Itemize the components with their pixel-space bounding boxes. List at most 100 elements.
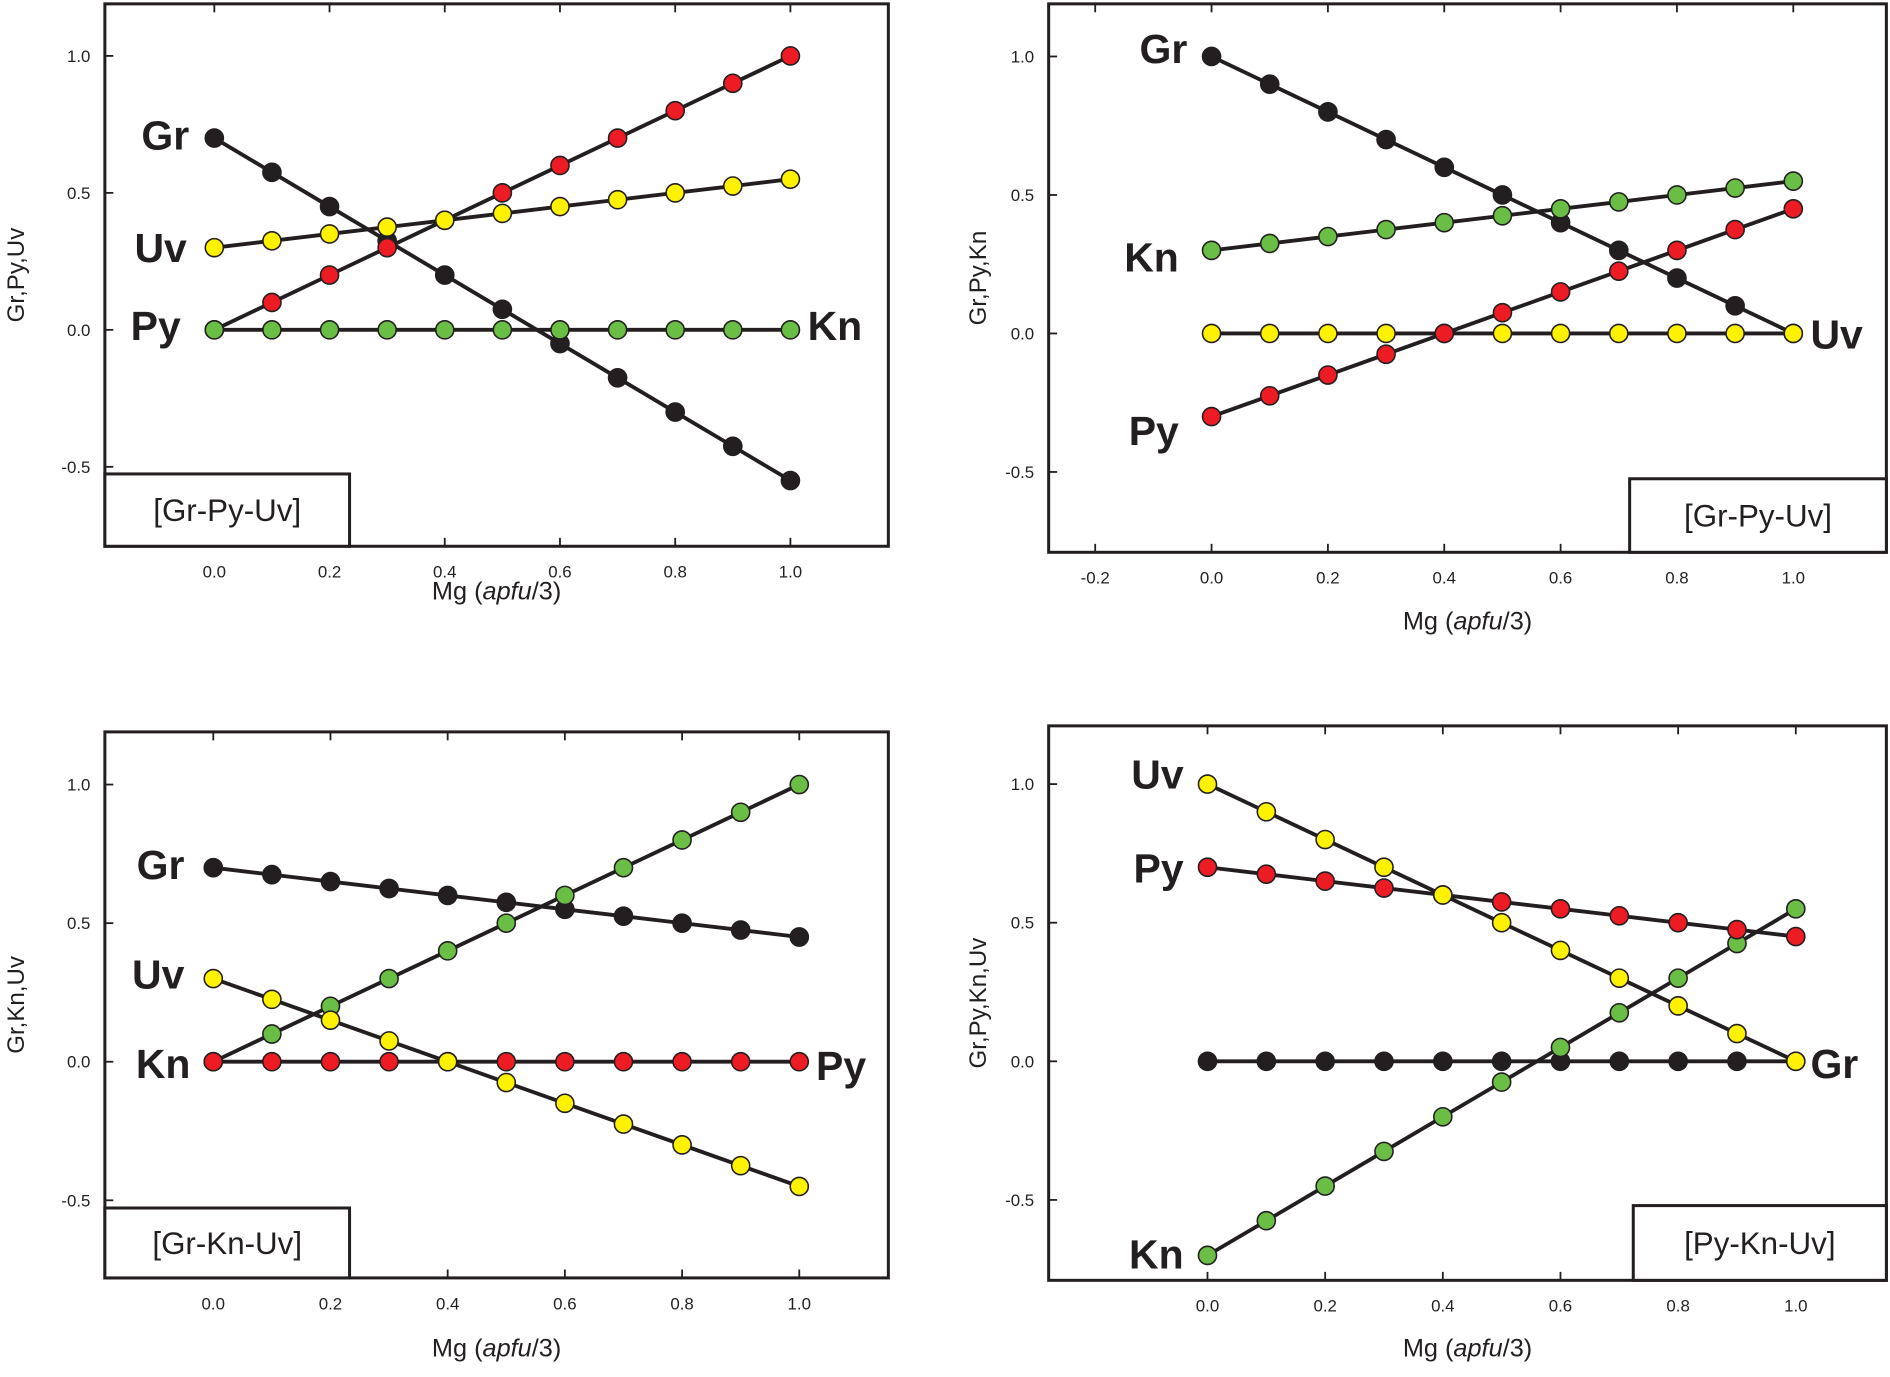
x-axis-label: Mg (apfu/3) bbox=[432, 577, 561, 605]
data-point-kn bbox=[1609, 1002, 1630, 1023]
data-point-py bbox=[1259, 385, 1280, 406]
x-tick-label: 0.2 bbox=[1316, 569, 1339, 588]
x-tick-label: 0.6 bbox=[1549, 569, 1572, 588]
data-point-kn bbox=[1197, 1245, 1218, 1266]
data-point-py bbox=[262, 292, 282, 313]
series-label-py: Py bbox=[131, 303, 181, 349]
data-point-kn bbox=[555, 885, 575, 906]
data-point-py bbox=[672, 1051, 692, 1072]
chart-panel-2: -0.2 0.0 0.2 0.4 0.6 0.8 1.0 -0.5 0.0 0.5 1.0 Mg (a… bbox=[965, 2, 1888, 635]
x-tick-label: 0.8 bbox=[670, 1294, 693, 1313]
data-point-uv bbox=[1259, 323, 1280, 344]
data-point-gr bbox=[1318, 102, 1338, 122]
x-axis-label-part: /3) bbox=[1503, 1334, 1533, 1362]
data-point-gr bbox=[496, 892, 517, 913]
x-tick-label: 0.0 bbox=[1200, 569, 1223, 588]
system-legend-text: [Gr-Kn-Uv] bbox=[152, 1226, 302, 1261]
data-point-py bbox=[607, 128, 628, 148]
x-tick-label: 1.0 bbox=[779, 563, 802, 582]
data-point-kn bbox=[1667, 185, 1687, 205]
data-point-py bbox=[377, 237, 397, 258]
data-point-kn bbox=[1201, 240, 1222, 261]
data-point-uv bbox=[1727, 1023, 1747, 1044]
data-point-kn bbox=[496, 913, 517, 933]
data-point-gr bbox=[1376, 129, 1396, 150]
data-point-kn bbox=[434, 320, 455, 340]
data-point-py bbox=[1785, 926, 1806, 947]
data-point-gr bbox=[1432, 1051, 1453, 1072]
data-point-uv bbox=[377, 217, 397, 237]
data-point-kn bbox=[379, 968, 399, 989]
data-point-py bbox=[492, 183, 513, 203]
y-axis-label: Gr,Py,Uv bbox=[3, 228, 30, 323]
data-point-gr bbox=[672, 913, 692, 933]
y-tick-label: 0.5 bbox=[67, 914, 90, 933]
x-axis-label-italic: apfu bbox=[1453, 607, 1502, 635]
data-point-kn bbox=[789, 774, 810, 795]
data-point-py bbox=[1434, 323, 1455, 344]
series-label-py: Py bbox=[1134, 846, 1184, 892]
data-point-py bbox=[1376, 344, 1396, 365]
system-legend-box bbox=[103, 472, 352, 548]
data-point-kn bbox=[780, 320, 801, 340]
data-point-gr bbox=[320, 871, 341, 892]
data-point-gr bbox=[1197, 1051, 1218, 1072]
x-axis-label-part: /3) bbox=[1503, 607, 1533, 635]
x-tick-label: 0.8 bbox=[663, 563, 686, 582]
x-tick-label: 0.4 bbox=[433, 563, 456, 582]
data-point-py bbox=[730, 1051, 751, 1072]
data-point-py bbox=[1725, 219, 1745, 240]
data-point-gr bbox=[437, 885, 458, 906]
data-point-uv bbox=[1783, 323, 1804, 344]
data-point-uv bbox=[379, 1031, 399, 1051]
x-tick-label: 1.0 bbox=[1782, 569, 1805, 588]
data-point-kn bbox=[1374, 1141, 1394, 1162]
x-axis-label-part: Mg ( bbox=[432, 1334, 483, 1362]
data-point-gr bbox=[1609, 1051, 1630, 1072]
y-tick-label: 1.0 bbox=[1011, 48, 1034, 67]
data-point-uv bbox=[1725, 323, 1745, 344]
x-axis-label: Mg (apfu/3) bbox=[1403, 607, 1532, 635]
x-tick-label: 0.0 bbox=[203, 563, 226, 582]
data-point-uv bbox=[262, 230, 282, 251]
x-axis-label-italic: apfu bbox=[1453, 1334, 1502, 1362]
data-point-gr bbox=[1667, 268, 1687, 288]
x-tick-label: 0.6 bbox=[553, 1294, 576, 1313]
data-point-kn bbox=[665, 320, 686, 340]
data-point-gr bbox=[1727, 1051, 1747, 1072]
data-point-uv bbox=[434, 210, 455, 231]
x-axis-label-part: /3) bbox=[532, 577, 562, 605]
data-point-py bbox=[550, 155, 570, 176]
x-axis-label-part: Mg ( bbox=[432, 577, 483, 605]
data-point-gr bbox=[262, 162, 282, 183]
data-point-uv bbox=[555, 1093, 575, 1114]
y-tick-label: -0.5 bbox=[1005, 463, 1034, 482]
data-point-gr bbox=[789, 927, 810, 947]
data-point-gr bbox=[780, 470, 801, 491]
x-tick-label: 0.6 bbox=[1549, 1297, 1572, 1316]
data-point-py bbox=[1727, 919, 1747, 940]
x-axis-label-italic: apfu bbox=[483, 1334, 532, 1362]
data-point-gr bbox=[203, 857, 224, 878]
data-point-uv bbox=[437, 1051, 458, 1072]
data-point-py bbox=[379, 1051, 399, 1072]
data-point-uv bbox=[1376, 323, 1396, 344]
data-point-uv bbox=[1197, 774, 1218, 794]
x-tick-label: 0.0 bbox=[202, 1294, 225, 1313]
data-point-gr bbox=[665, 402, 686, 422]
data-point-uv bbox=[204, 237, 225, 258]
x-axis-label-part: /3) bbox=[532, 1334, 562, 1362]
system-legend-text: [Gr-Py-Uv] bbox=[153, 493, 301, 528]
x-axis-label-part: Mg ( bbox=[1403, 607, 1454, 635]
x-axis-label: Mg (apfu/3) bbox=[1403, 1334, 1532, 1362]
data-point-kn bbox=[1783, 171, 1804, 191]
data-point-uv bbox=[1318, 323, 1338, 344]
series-label-uv: Uv bbox=[1810, 312, 1863, 358]
y-tick-label: 1.0 bbox=[67, 776, 90, 795]
data-point-gr bbox=[1201, 46, 1222, 67]
data-point-uv bbox=[1374, 857, 1394, 878]
data-point-gr bbox=[1256, 1051, 1277, 1072]
data-point-gr bbox=[1434, 157, 1455, 178]
plot-frame bbox=[103, 730, 890, 1280]
